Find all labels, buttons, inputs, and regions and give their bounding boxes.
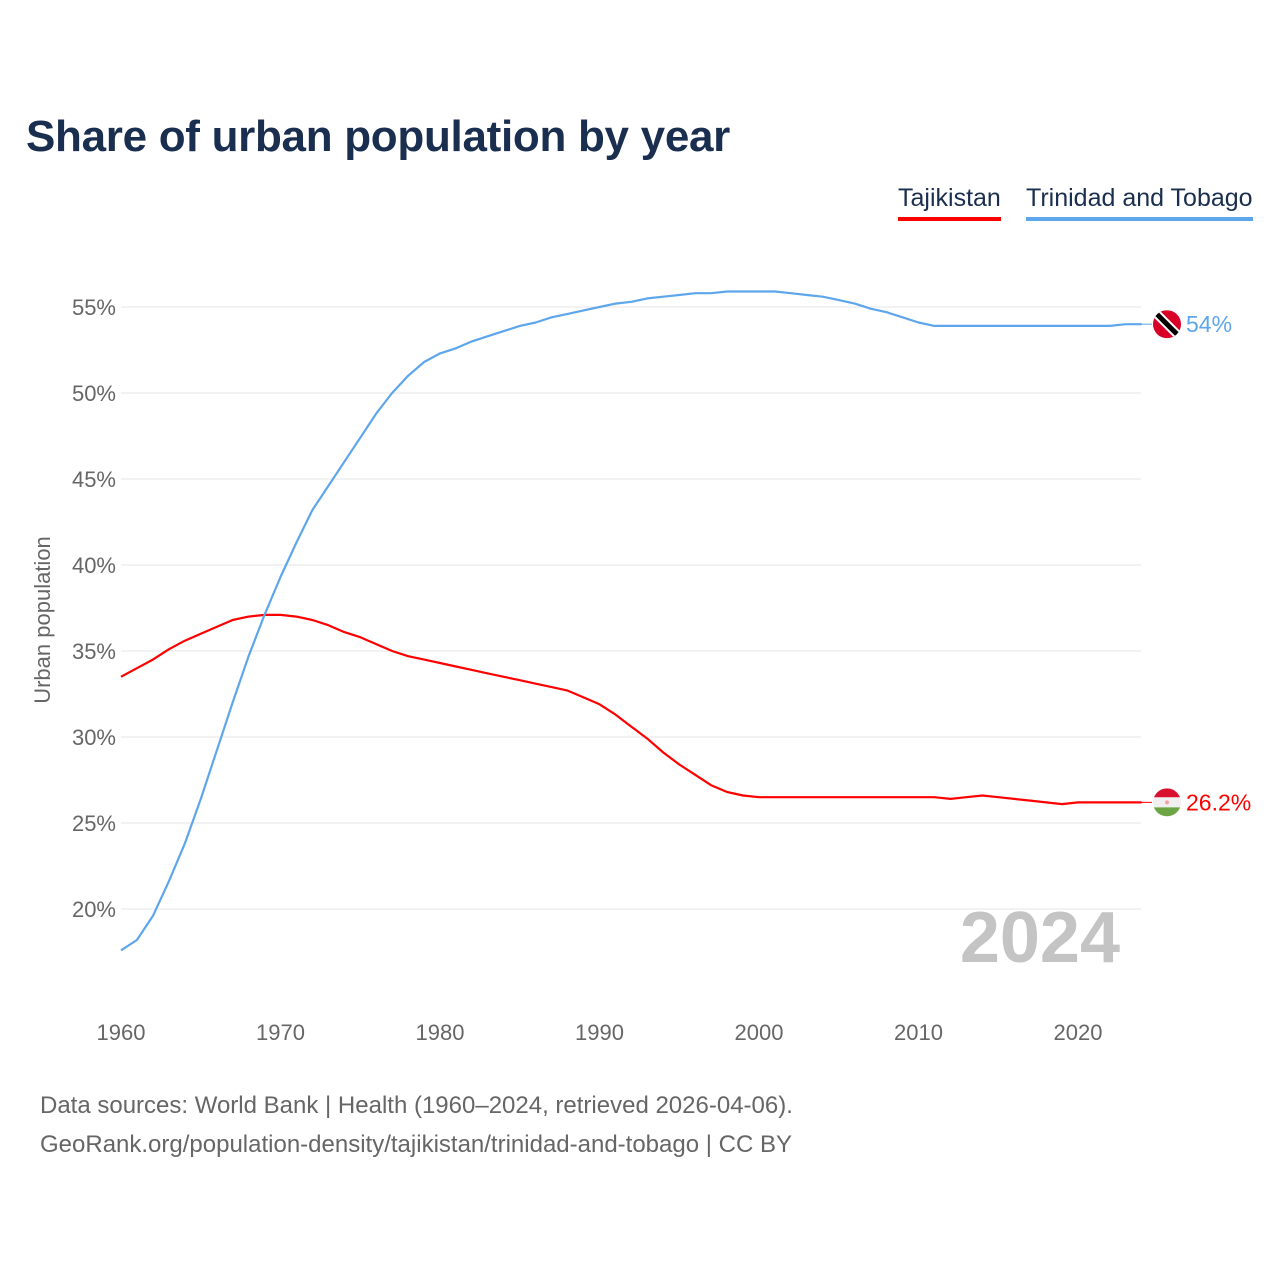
x-tick-label: 1990 (575, 1020, 624, 1045)
footer: Data sources: World Bank | Health (1960–… (40, 1086, 793, 1164)
y-tick-label: 25% (72, 811, 116, 836)
y-tick-label: 45% (72, 467, 116, 492)
y-tick-label: 40% (72, 553, 116, 578)
legend-item-trinidad-and-tobago[interactable]: Trinidad and Tobago (1026, 184, 1253, 221)
source-link[interactable]: GeoRank.org/population-density/tajikista… (40, 1131, 792, 1158)
x-tick-label: 1970 (256, 1020, 305, 1045)
y-tick-label: 55% (72, 295, 116, 320)
series-line-tajikistan[interactable] (120, 613, 1142, 806)
year-watermark: 2024 (960, 898, 1120, 978)
trinidad-flag-icon (1153, 310, 1181, 339)
y-tick-label: 30% (72, 725, 116, 750)
x-tick-label: 2020 (1054, 1020, 1103, 1045)
x-tick-label: 1960 (97, 1020, 146, 1045)
end-value-label: 26.2% (1186, 789, 1251, 815)
x-tick-label: 1980 (416, 1020, 465, 1045)
data-source-text: Data sources: World Bank | Health (1960–… (40, 1092, 793, 1119)
tajikistan-flag-icon (1153, 788, 1181, 817)
y-axis-label: Urban population (30, 536, 55, 704)
end-value-label: 54% (1186, 311, 1232, 337)
legend-item-tajikistan[interactable]: Tajikistan (898, 184, 1001, 221)
y-tick-label: 50% (72, 381, 116, 406)
y-tick-label: 35% (72, 639, 116, 664)
y-tick-label: 20% (72, 897, 116, 922)
x-tick-label: 2000 (735, 1020, 784, 1045)
chart-title: Share of urban population by year (26, 112, 730, 161)
x-tick-label: 2010 (894, 1020, 943, 1045)
series-line-trinidad-and-tobago[interactable] (120, 290, 1142, 952)
